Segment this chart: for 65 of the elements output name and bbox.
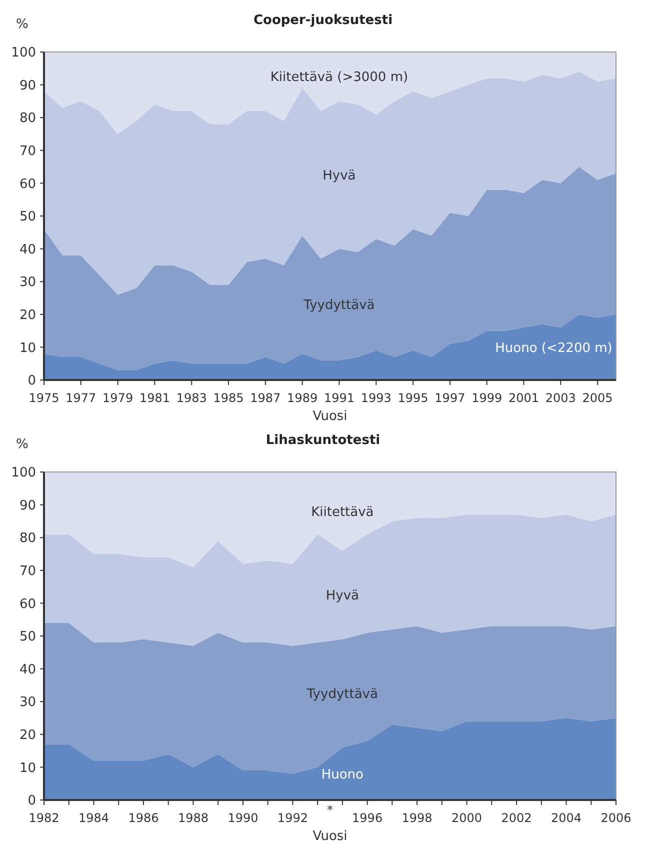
- y-tick-label: 40: [19, 662, 36, 678]
- y-tick-label: 100: [11, 466, 36, 481]
- chart-title: Cooper-juoksutesti: [253, 13, 393, 28]
- x-tick-label: 1997: [434, 391, 466, 405]
- y-tick-label: 0: [28, 794, 36, 809]
- x-tick-label: 1977: [66, 391, 96, 405]
- series-label: Tyydyttävä: [302, 298, 375, 314]
- x-tick-label: 2004: [550, 811, 582, 825]
- x-tick-label: 1990: [228, 811, 258, 825]
- y-tick-label: 70: [19, 144, 36, 159]
- y-tick-label: 50: [19, 210, 36, 225]
- x-tick-label: 2003: [545, 391, 576, 405]
- x-tick-label: 1984: [78, 811, 110, 825]
- y-tick-label: 100: [11, 46, 36, 61]
- y-tick-label: 90: [19, 498, 36, 514]
- x-tick-label: 2001: [508, 391, 540, 405]
- x-tick-label: 1981: [139, 391, 170, 405]
- series-label: Kiitettävä (>3000 m): [270, 70, 408, 86]
- y-tick-label: 30: [19, 275, 36, 290]
- y-tick-label: 60: [19, 596, 36, 612]
- y-tick-label: 50: [19, 630, 36, 645]
- x-tick-label: 1989: [287, 391, 318, 405]
- y-tick-label: 80: [19, 531, 36, 546]
- text: *: [327, 803, 333, 817]
- x-tick-label: 1979: [102, 391, 134, 405]
- y-tick-label: 60: [19, 176, 36, 192]
- x-tick-label: 1975: [28, 391, 60, 405]
- x-tick-label: 1988: [178, 811, 208, 825]
- series-label: Huono (<2200 m): [495, 340, 612, 356]
- x-tick-label: 1996: [352, 811, 383, 825]
- y-tick-label: 90: [19, 78, 36, 94]
- x-tick-label: 1986: [128, 811, 159, 825]
- series-label: Hyvä: [326, 588, 360, 604]
- y-tick-label: 0: [28, 374, 36, 389]
- x-tick-label: 2000: [452, 811, 482, 825]
- x-tick-label: 1998: [402, 811, 432, 825]
- y-tick-label: 20: [19, 308, 36, 323]
- x-tick-label: 1993: [360, 391, 392, 405]
- y-tick-label: 10: [19, 340, 36, 356]
- series-label: Kiitettävä: [311, 504, 374, 520]
- y-axis-title: %: [16, 17, 28, 32]
- x-axis-title: Vuosi: [312, 409, 348, 424]
- x-tick-label: 2005: [582, 391, 613, 405]
- x-tick-label: 1985: [213, 391, 244, 405]
- x-tick-label: 1991: [324, 391, 354, 405]
- y-tick-label: 70: [19, 564, 36, 579]
- x-tick-label: 2002: [501, 811, 532, 825]
- x-tick-label: 1982: [28, 811, 60, 825]
- chart-title: Lihaskuntotesti: [266, 433, 380, 448]
- series-label: Huono: [321, 767, 364, 782]
- x-tick-label: 2006: [600, 811, 632, 825]
- y-tick-label: 10: [19, 760, 36, 776]
- series-label: Hyvä: [322, 168, 356, 184]
- x-tick-label: 1987: [250, 391, 281, 405]
- x-tick-label: 1995: [398, 391, 428, 405]
- y-tick-label: 40: [19, 242, 36, 258]
- y-tick-label: 20: [19, 728, 36, 743]
- x-tick-label: 1983: [176, 391, 207, 405]
- y-tick-label: 80: [19, 111, 36, 126]
- y-tick-label: 30: [19, 695, 36, 710]
- x-axis-title: Vuosi: [312, 829, 348, 844]
- x-tick-label: 1999: [472, 391, 502, 405]
- series-label: Tyydyttävä: [306, 686, 378, 702]
- x-tick-label: 1992: [277, 811, 308, 825]
- y-axis-title: %: [16, 437, 28, 452]
